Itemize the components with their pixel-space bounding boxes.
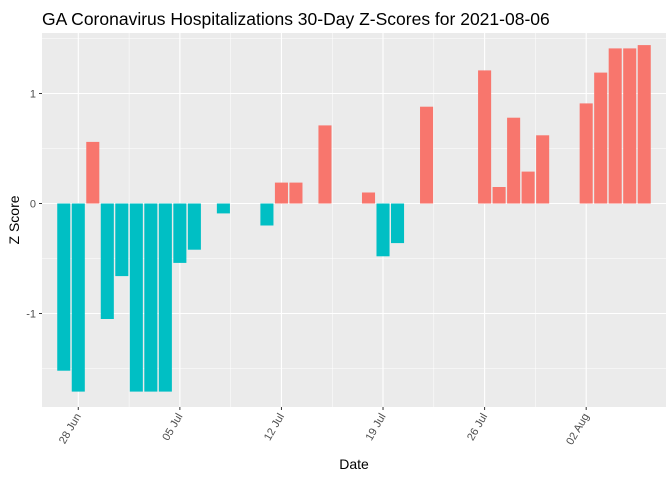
bar xyxy=(86,141,100,204)
bar xyxy=(57,203,71,371)
x-tick-label: 26 Jul xyxy=(465,412,490,443)
bar xyxy=(492,187,506,204)
x-axis: 28 Jun 05 Jul 12 Jul 19 Jul 26 Jul 02 Aug xyxy=(57,407,592,447)
bar xyxy=(361,192,376,204)
bar xyxy=(158,203,172,392)
x-tick-label: 19 Jul xyxy=(364,412,389,443)
y-tick-label: -1 xyxy=(26,309,36,321)
bar xyxy=(623,48,637,204)
bar xyxy=(594,72,608,204)
bars xyxy=(57,45,651,392)
y-axis-label: Z Score xyxy=(6,195,22,244)
x-axis-label: Date xyxy=(339,456,369,472)
bar xyxy=(579,103,593,204)
x-tick-label: 12 Jul xyxy=(262,412,287,443)
bar xyxy=(536,135,550,204)
y-axis: -1 0 1 xyxy=(26,89,42,321)
x-tick-label: 05 Jul xyxy=(160,412,185,443)
bar xyxy=(318,125,332,204)
bar xyxy=(100,203,114,319)
bar xyxy=(391,203,405,244)
bar xyxy=(274,182,288,204)
bar xyxy=(71,203,85,392)
bar xyxy=(420,106,434,204)
bar xyxy=(507,117,521,204)
y-tick-label: 1 xyxy=(30,89,36,101)
bar xyxy=(129,203,143,392)
x-tick-label: 28 Jun xyxy=(57,412,84,447)
bar xyxy=(216,203,230,214)
bar xyxy=(260,203,274,226)
bar xyxy=(173,203,187,263)
x-tick-label: 02 Aug xyxy=(564,412,592,448)
bar xyxy=(637,45,651,204)
bar xyxy=(521,171,535,204)
bar xyxy=(478,70,492,204)
bar xyxy=(115,203,129,277)
bar xyxy=(376,203,390,257)
bar xyxy=(144,203,158,392)
bar xyxy=(608,48,622,204)
chart-title: GA Coronavirus Hospitalizations 30-Day Z… xyxy=(42,9,550,29)
bar xyxy=(289,182,303,204)
bar xyxy=(187,203,201,250)
y-tick-label: 0 xyxy=(30,199,36,211)
